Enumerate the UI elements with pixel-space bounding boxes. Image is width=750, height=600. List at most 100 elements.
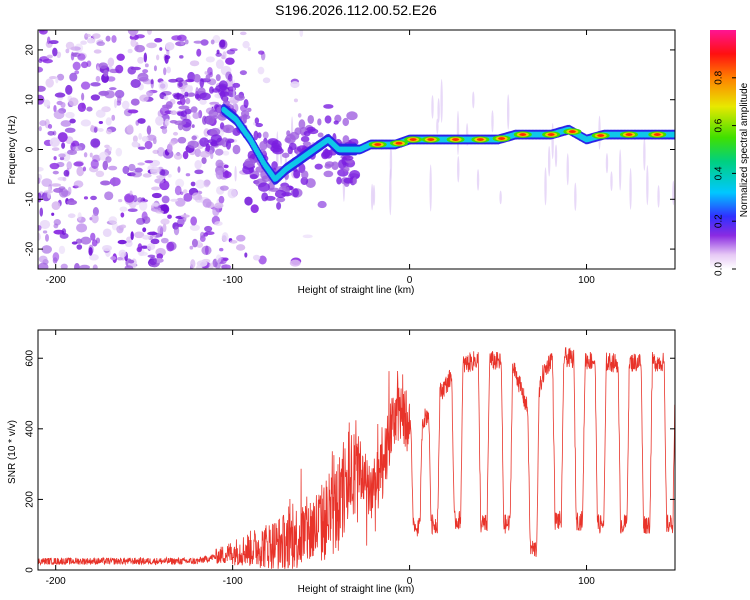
spectrogram-speckle [105, 117, 112, 126]
spectrogram-cloud [190, 106, 198, 113]
spectrogram-cloud [349, 170, 361, 180]
x-tick-label: 100 [578, 275, 595, 286]
x-tick-label: 0 [407, 576, 413, 587]
spectrogram-cloud [210, 134, 222, 143]
y-tick-label: 0 [25, 146, 36, 152]
colorbar-ticks: 0.0 0.2 0.4 0.6 0.8 [714, 70, 736, 276]
spectrogram-cloud [243, 98, 249, 109]
spectrogram-speckle [122, 165, 130, 175]
spectrogram-speckle [111, 114, 116, 121]
spectrogram-speckle [42, 230, 48, 234]
spectrogram-cloud [307, 114, 315, 124]
spectrogram-speckle [69, 72, 78, 82]
spectrogram-cloud [336, 176, 342, 185]
spectrogram-speckle [257, 66, 265, 75]
spectrogram-speckle [149, 256, 157, 266]
spectrogram-speckle [165, 41, 175, 51]
spectrogram-hotspot-core [409, 138, 417, 141]
spectrogram-cloud [346, 111, 358, 121]
spectrogram-streak [440, 79, 443, 123]
y-tick-label: 20 [25, 44, 36, 56]
spectrogram-speckle [49, 76, 58, 80]
spectrogram-cloud [289, 131, 300, 141]
spectrogram-speckle [219, 39, 226, 48]
spectrogram-speckle [162, 223, 167, 233]
spectrogram-cloud [225, 139, 232, 150]
spectrogram-speckle [302, 234, 313, 239]
spectrogram-speckle [76, 166, 84, 177]
spectrogram-speckle [244, 196, 253, 206]
spectrogram-speckle [80, 40, 87, 45]
spectrogram-speckle [127, 109, 139, 114]
spectrogram-cloud [271, 140, 282, 150]
spectrogram-speckle [154, 178, 165, 184]
spectrogram-speckle [192, 112, 200, 119]
spectrogram-streak [456, 110, 460, 156]
spectrogram-cloud [300, 136, 310, 143]
spectrogram-speckle [91, 239, 98, 247]
spectrogram-cloud [232, 82, 241, 88]
spectrogram-cloud [211, 115, 219, 120]
spectrogram-speckle [138, 146, 146, 150]
spectrogram-cloud [184, 91, 189, 97]
spectrogram-speckle [60, 120, 72, 127]
spectrogram-speckle [114, 89, 125, 99]
x-tick-label: 100 [578, 576, 595, 587]
spectrogram-speckle [163, 95, 169, 101]
spectrogram-streak [457, 156, 460, 183]
spectrogram-speckle [47, 130, 55, 136]
spectrogram-speckle [144, 140, 153, 150]
spectrogram-cloud [298, 119, 306, 130]
spectrogram-streak [547, 146, 551, 177]
colorbar-tick-label: 0.2 [714, 214, 725, 228]
spectrogram-speckle [173, 153, 183, 160]
spectrogram-cloud [322, 148, 331, 159]
spectrogram-speckle [156, 54, 160, 61]
spectrogram-speckle [244, 252, 248, 258]
spectrogram-speckle [38, 192, 42, 203]
spectrogram-speckle [130, 98, 140, 106]
spectrogram-streak [551, 123, 554, 160]
spectrogram-speckle [180, 214, 190, 218]
spectrogram-streak [472, 91, 475, 109]
spectrogram-streak [657, 185, 660, 208]
spectrogram-speckle [96, 41, 106, 47]
spectrogram-speckle [53, 156, 57, 161]
spectrogram-speckle [222, 171, 232, 179]
spectrogram-speckle [168, 141, 176, 146]
spectrogram-speckle [124, 193, 135, 203]
spectrogram-cloud [199, 137, 209, 147]
spectrogram-speckle [209, 71, 213, 78]
spectrogram-cloud [194, 93, 200, 99]
spectrogram-speckle [75, 238, 83, 244]
spectrogram-speckle [107, 57, 115, 67]
spectrogram-speckle [130, 78, 141, 88]
spectrogram-speckle [62, 176, 67, 182]
spectrogram-streak [437, 98, 440, 123]
spectrogram-speckle [113, 98, 118, 109]
spectrogram-speckle [176, 34, 187, 42]
spectrogram-speckle [127, 48, 133, 54]
spectrogram-speckle [131, 141, 139, 148]
spectrogram-speckle [150, 79, 154, 85]
spectrogram-speckle [170, 198, 179, 202]
spectrogram-speckle [43, 99, 51, 108]
spectrogram-speckle [135, 217, 146, 225]
spectrogram-speckle [115, 147, 123, 157]
y-tick-label: -10 [25, 192, 36, 207]
spectrogram-speckle [166, 241, 175, 252]
y-tick-label: 0 [25, 567, 36, 573]
spectrogram-speckle [173, 226, 180, 236]
spectrogram-speckle [118, 198, 123, 203]
spectrogram-streak [370, 183, 374, 211]
spectrogram-speckle [115, 64, 124, 74]
spectrogram-speckle [190, 181, 196, 187]
spectrogram-cloud [255, 122, 263, 128]
snr-panel: -200 -100 0 100 0 200 400 600 Height of straig… [7, 329, 676, 595]
spectrogram-speckle [137, 162, 145, 166]
spectrogram-speckle [126, 236, 133, 243]
spectrogram-speckle [180, 191, 184, 195]
snr-y-label: SNR (10 * v/v) [7, 420, 18, 484]
spectrogram-cloud [253, 130, 259, 141]
spectrogram-cloud [247, 150, 256, 161]
